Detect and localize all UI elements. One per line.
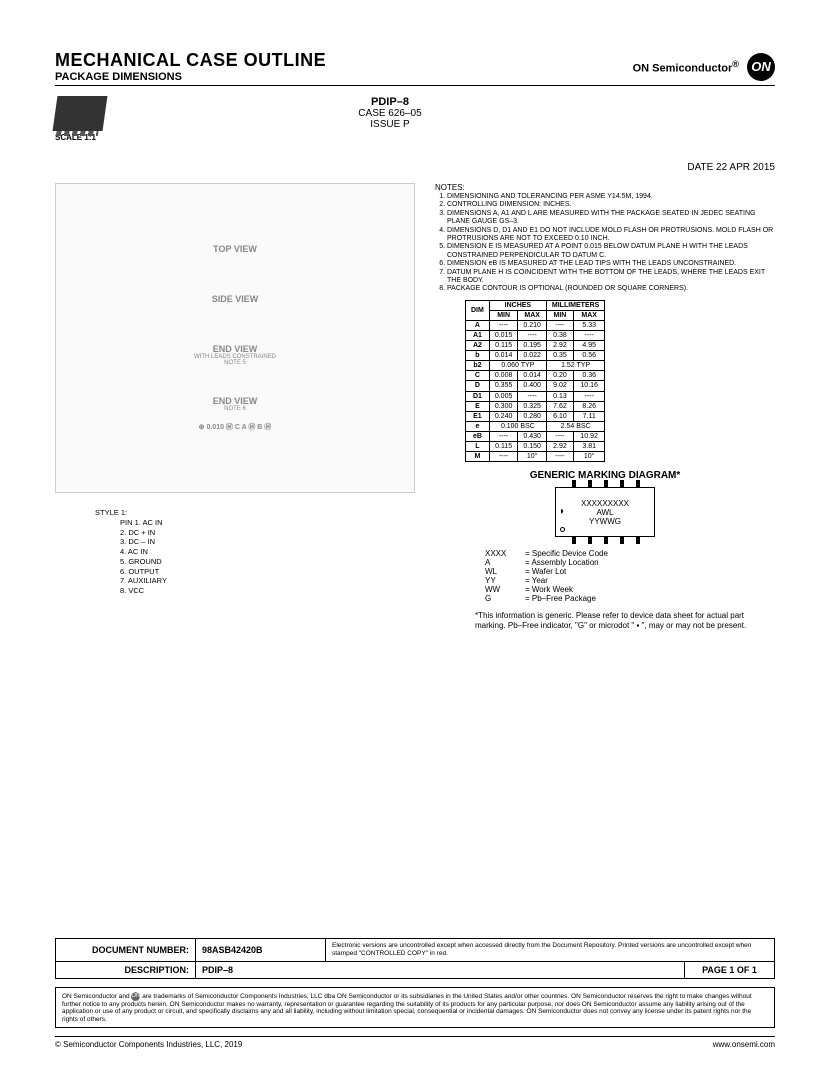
table-row: E0.3000.3257.628.26 [466,401,605,411]
brand-name: ON Semiconductor® [633,59,739,75]
table-row: D0.3550.4009.0210.16 [466,381,605,391]
notes-list: DIMENSIONING AND TOLERANCING PER ASME Y1… [435,193,775,294]
legend-row: WL= Wafer Lot [485,567,775,576]
table-row: E10.2400.2806.107.11 [466,411,605,421]
pin-item: 6. OUTPUT [120,567,415,577]
pin-item: 3. DC – IN [120,537,415,547]
pin-item: 8. VCC [120,586,415,596]
url-text: www.onsemi.com [713,1040,775,1049]
note-item: PACKAGE CONTOUR IS OPTIONAL (ROUNDED OR … [447,285,775,293]
legend-row: A= Assembly Location [485,558,775,567]
pin-item: 4. AC IN [120,547,415,557]
chip-3d-icon [53,96,108,131]
style1-block: STYLE 1: PIN 1. AC IN2. DC + IN3. DC – I… [95,508,415,596]
case-number: CASE 626–05 [325,108,455,119]
legend-row: XXXX= Specific Device Code [485,549,775,558]
legend-row: WW= Work Week [485,585,775,594]
date-label: DATE 22 APR 2015 [55,162,775,173]
marking-chip-icon: ◗ XXXXXXXXX AWL YYWWG [555,487,655,537]
document-info-table: DOCUMENT NUMBER: 98ASB42420B Electronic … [55,938,775,979]
table-row: A20.1150.1952.924.95 [466,341,605,351]
table-row: eB----0.430----10.92 [466,431,605,441]
pin-item: 5. GROUND [120,557,415,567]
pin-item: 2. DC + IN [120,528,415,538]
on-logo-small-icon: ON [131,992,140,1001]
page-subtitle: PACKAGE DIMENSIONS [55,71,326,83]
page-title: MECHANICAL CASE OUTLINE [55,50,326,71]
note-item: DIMENSION eB IS MEASURED AT THE LEAD TIP… [447,260,775,268]
table-row: M----10°----10° [466,452,605,462]
marking-legend: XXXX= Specific Device CodeA= Assembly Lo… [485,549,775,603]
on-logo-icon: ON [747,53,775,81]
mechanical-drawing: TOP VIEW SIDE VIEW END VIEW WITH LEADS C… [55,183,415,493]
table-row: A----0.210----5.33 [466,320,605,330]
table-row: D10.005----0.13---- [466,391,605,401]
table-row: b0.0140.0220.350.56 [466,351,605,361]
legend-row: G= Pb–Free Package [485,594,775,603]
table-row: A10.015----0.38---- [466,330,605,340]
dimension-table: DIM INCHES MILLIMETERS MIN MAX MIN MAX A… [465,300,605,463]
table-row: e0.100 BSC2.54 BSC [466,421,605,431]
note-item: DIMENSIONS D, D1 AND E1 DO NOT INCLUDE M… [447,227,775,244]
table-row: C0.0080.0140.200.36 [466,371,605,381]
disclaimer-text: ON Semiconductor and ON are trademarks o… [55,987,775,1028]
page-footer: © Semiconductor Components Industries, L… [55,1036,775,1049]
note-item: DIMENSIONS A, A1 AND L ARE MEASURED WITH… [447,210,775,227]
marking-footnote: *This information is generic. Please ref… [475,611,775,631]
table-row: b20.060 TYP1.52 TYP [466,361,605,371]
pin-item: 7. AUXILIARY [120,576,415,586]
pin-item: PIN 1. AC IN [120,518,415,528]
note-item: CONTROLLING DIMENSION: INCHES. [447,201,775,209]
package-name: PDIP–8 [325,96,455,108]
notes-title: NOTES: [435,183,775,192]
note-item: DIMENSIONING AND TOLERANCING PER ASME Y1… [447,193,775,201]
issue-label: ISSUE P [325,119,455,130]
legend-row: YY= Year [485,576,775,585]
copyright-text: © Semiconductor Components Industries, L… [55,1040,242,1049]
page-header: MECHANICAL CASE OUTLINE PACKAGE DIMENSIO… [55,50,775,86]
table-row: L0.1150.1502.923.81 [466,442,605,452]
note-item: DATUM PLANE H IS COINCIDENT WITH THE BOT… [447,269,775,286]
note-item: DIMENSION E IS MEASURED AT A POINT 0.015… [447,243,775,260]
